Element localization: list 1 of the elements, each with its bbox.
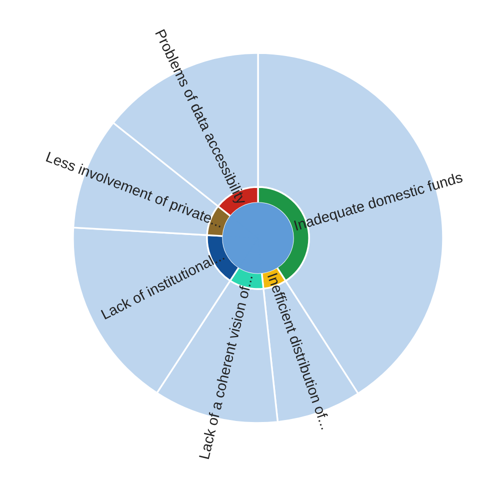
slice-label: Lack of a coherent vision of...	[198, 274, 253, 460]
